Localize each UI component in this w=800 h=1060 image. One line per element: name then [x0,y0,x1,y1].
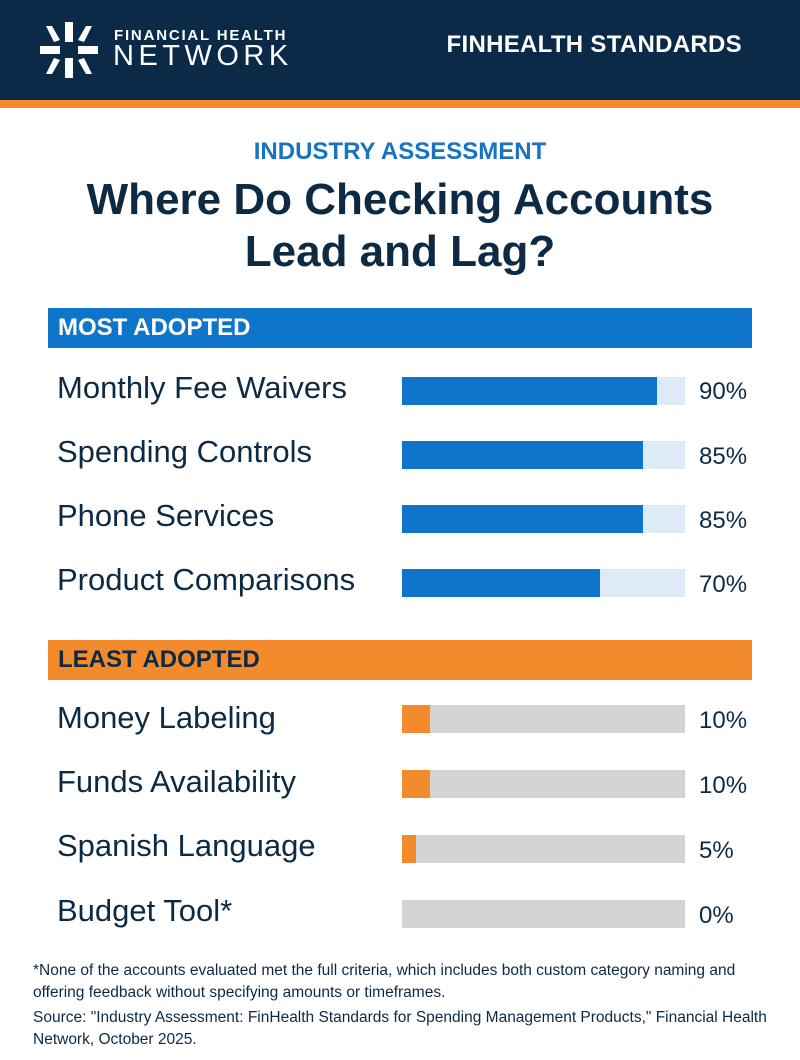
bar-label-phone-services: Phone Services [57,498,275,533]
most-adopted-header: MOST ADOPTED [48,308,752,348]
value-label-money-labeling: 10% [699,707,748,734]
bar-track-funds-availability [402,770,685,798]
bar-track-spending-controls [402,441,685,469]
bar-track-phone-services [402,505,685,533]
bar-phone-services [402,505,643,533]
kicker-label: INDUSTRY ASSESSMENT [253,138,547,165]
value-label-spanish-language: 5% [699,837,734,864]
page-title: Where Do Checking Accounts Lead and Lag? [0,174,800,278]
header-accent-stripe [0,100,800,108]
header-bar: FINANCIAL HEALTH NETWORK FINHEALTH STAND… [0,0,800,100]
logo-text-bottom: NETWORK [113,40,293,72]
bar-product-comparisons [402,569,601,597]
bar-spanish-language [402,835,417,863]
value-label-monthly-fee-waivers: 90% [699,378,748,405]
bar-track-monthly-fee-waivers [402,377,685,405]
value-label-spending-controls: 85% [699,443,748,470]
logo-text-top: FINANCIAL HEALTH [114,27,288,44]
least-adopted-header: LEAST ADOPTED [48,640,752,680]
logo-icon [40,22,98,78]
value-label-product-comparisons: 70% [699,571,748,598]
bar-label-money-labeling: Money Labeling [57,700,276,735]
standards-label: FINHEALTH STANDARDS [446,31,742,58]
bar-spending-controls [402,441,643,469]
source-citation: Source: "Industry Assessment: FinHealth … [33,1009,767,1048]
bar-label-monthly-fee-waivers: Monthly Fee Waivers [57,370,347,405]
bar-label-funds-availability: Funds Availability [57,764,296,799]
bar-track-budget-tool [402,900,685,928]
footnote: *None of the accounts evaluated met the … [33,962,736,1001]
bar-label-budget-tool: Budget Tool* [57,893,233,928]
bar-label-product-comparisons: Product Comparisons [57,562,356,597]
value-label-phone-services: 85% [699,507,748,534]
title-line-2: Lead and Lag? [244,227,556,276]
bar-track-spanish-language [402,835,685,863]
bar-monthly-fee-waivers [402,377,657,405]
value-label-funds-availability: 10% [699,772,748,799]
bar-money-labeling [402,705,431,733]
bar-funds-availability [402,770,431,798]
bar-label-spanish-language: Spanish Language [57,828,316,863]
title-line-1: Where Do Checking Accounts [86,175,714,224]
bar-track-product-comparisons [402,569,685,597]
value-label-budget-tool: 0% [699,902,734,929]
bar-track-money-labeling [402,705,685,733]
bar-label-spending-controls: Spending Controls [57,434,313,469]
